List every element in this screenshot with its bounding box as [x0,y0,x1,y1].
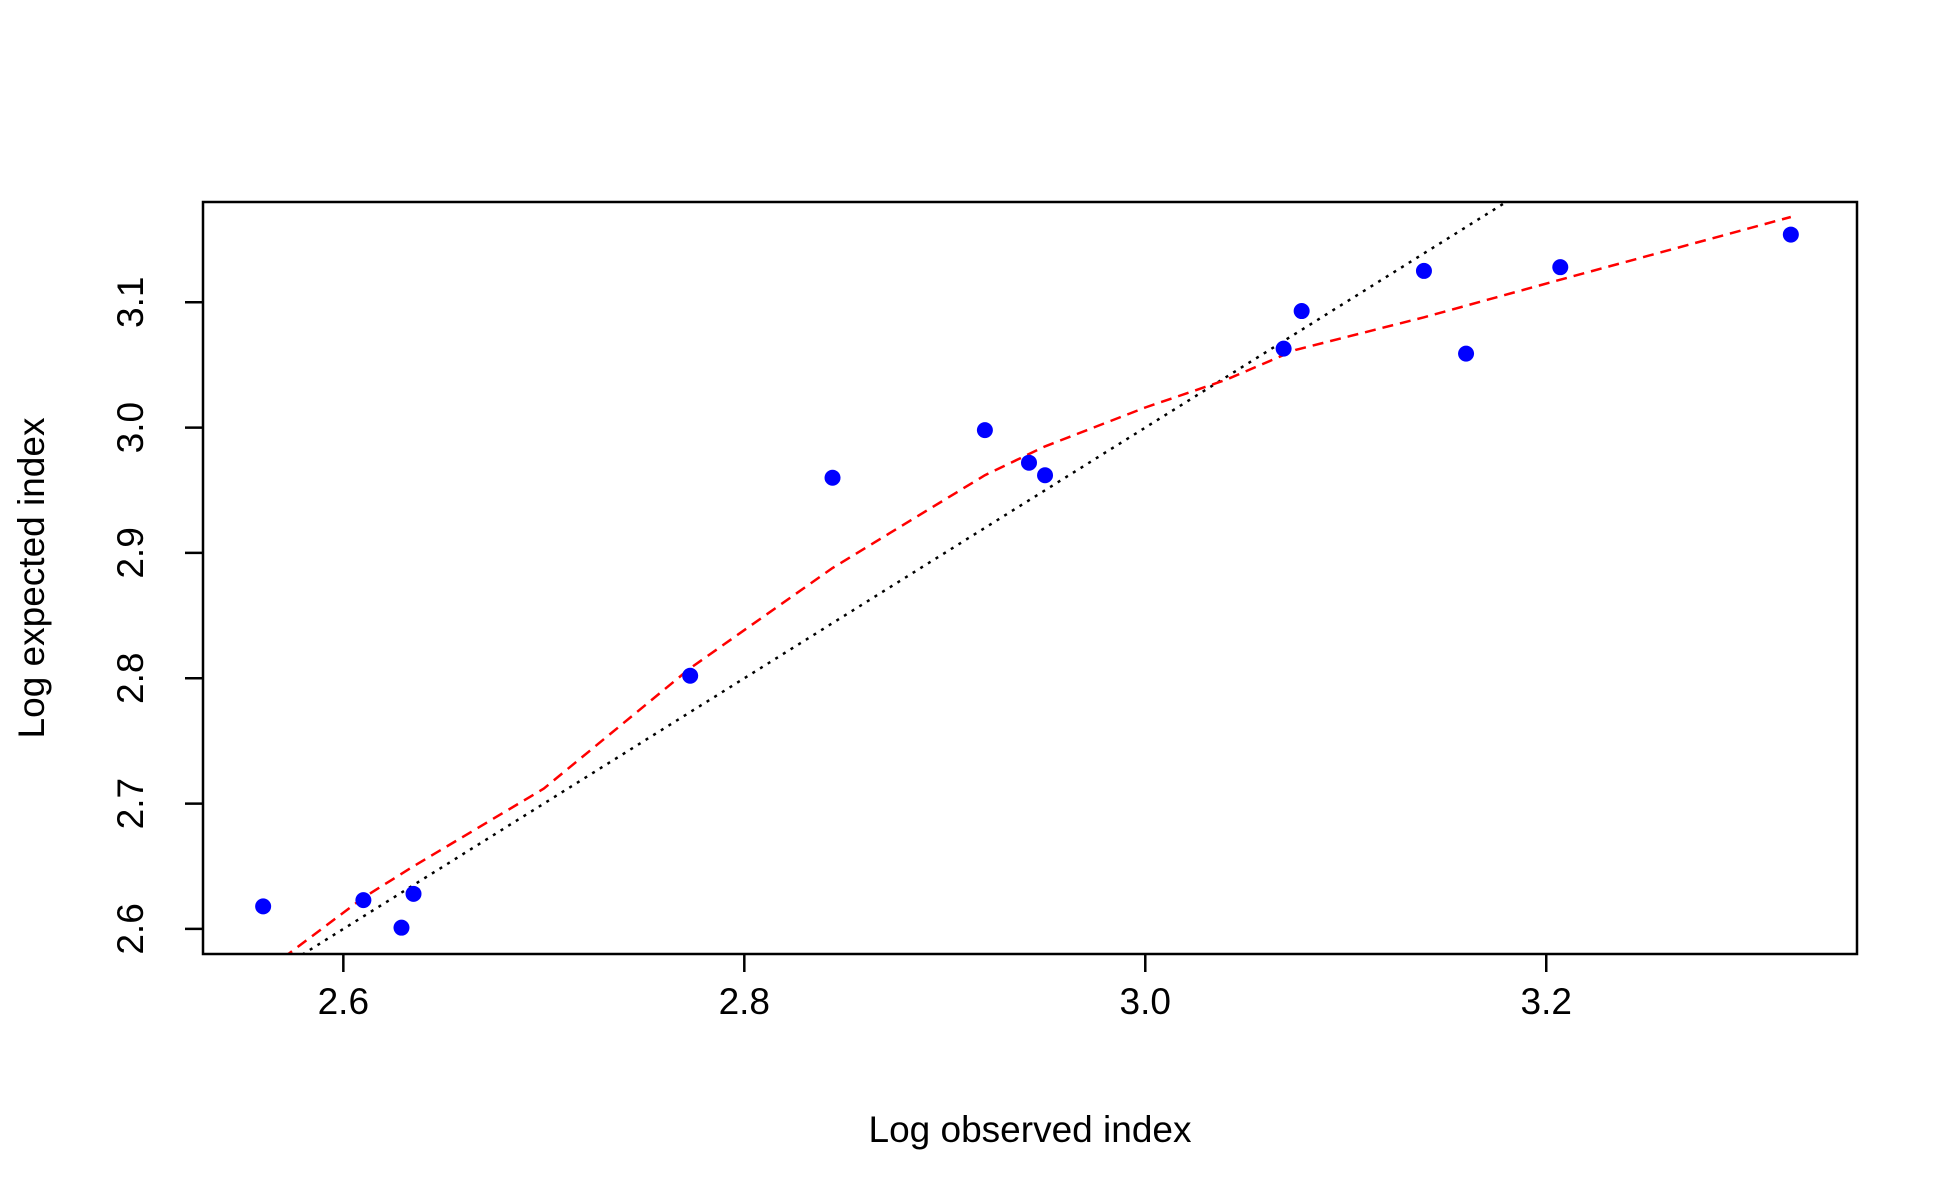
y-tick-label: 2.6 [110,903,151,954]
y-tick-label: 2.7 [110,778,151,829]
y-tick-label: 3.1 [110,277,151,328]
data-point [393,919,410,936]
data-point [255,898,272,915]
data-point [1782,226,1799,243]
data-point [1415,262,1432,279]
data-point [824,469,841,486]
x-axis-title: Log observed index [869,1109,1192,1150]
smooth-line [286,215,1792,954]
x-tick-label: 3.2 [1521,981,1572,1022]
data-point [1037,467,1054,484]
data-point [1275,340,1292,357]
points-layer [255,226,1799,936]
y-tick-label: 3.0 [110,402,151,453]
y-tick-label: 2.9 [110,527,151,578]
data-point [976,422,993,439]
data-point [1552,259,1569,276]
data-point [355,892,372,909]
data-point [682,667,699,684]
x-tick-label: 3.0 [1120,981,1171,1022]
data-point [1020,454,1037,471]
x-axis: 2.6 2.8 3.0 3.2 [318,954,1572,1022]
y-tick-label: 2.8 [110,653,151,704]
data-point [1293,303,1310,320]
reference-line [300,202,1509,954]
x-tick-label: 2.8 [719,981,770,1022]
data-point [405,885,422,902]
data-point [1458,345,1475,362]
y-axis-title: Log expected index [11,417,52,738]
x-tick-label: 2.6 [318,981,369,1022]
y-axis: 2.6 2.7 2.8 2.9 3.0 3.1 [110,277,203,955]
lines-layer [286,202,1792,954]
plot-frame [201,200,1859,956]
